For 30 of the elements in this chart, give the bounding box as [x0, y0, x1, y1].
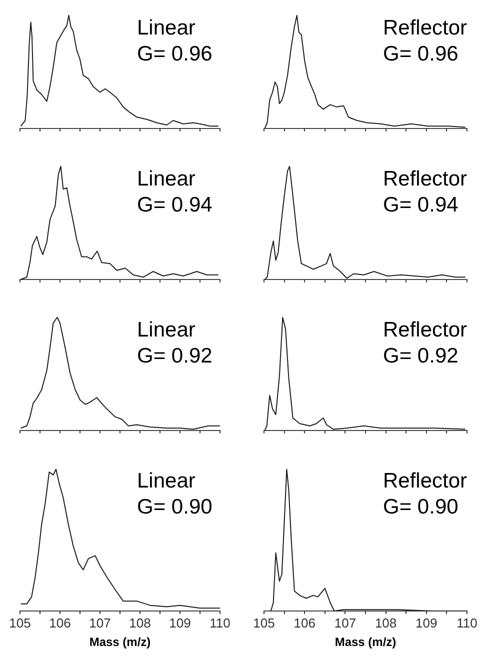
annotation: Reflector: [383, 16, 468, 40]
annotation: G= 0.90: [383, 495, 458, 518]
annotation: Reflector: [383, 318, 468, 342]
annotation: Linear: [137, 469, 196, 492]
x-tick-label: 110: [456, 615, 478, 630]
annotation: G= 0.96: [383, 42, 458, 66]
x-tick-label: 105: [253, 615, 275, 630]
x-axis-title: Mass (m/z): [89, 635, 151, 650]
annotation: Linear: [137, 318, 196, 342]
x-tick-label: 109: [416, 615, 438, 630]
x-tick-label: 107: [334, 615, 356, 630]
x-tick-label: 109: [169, 615, 191, 630]
annotation: Reflector: [383, 167, 468, 190]
x-tick-label: 105: [9, 615, 31, 630]
x-tick-label: 110: [210, 615, 230, 630]
annotation: G= 0.92: [383, 344, 458, 368]
annotation: Reflector: [383, 469, 468, 492]
annotation: Linear: [137, 167, 196, 190]
annotation: G= 0.90: [137, 495, 212, 518]
annotation: G= 0.94: [137, 193, 213, 216]
x-tick-label: 108: [374, 615, 397, 630]
x-tick-label: 106: [49, 615, 71, 630]
x-axis-title: Mass (m/z): [334, 635, 396, 650]
x-tick-label: 106: [294, 615, 316, 630]
x-tick-label: 108: [129, 615, 151, 630]
annotation: Linear: [137, 16, 196, 40]
annotation: G= 0.94: [383, 193, 459, 216]
annotation: G= 0.96: [137, 42, 212, 66]
annotation: G= 0.92: [137, 344, 212, 368]
x-tick-label: 107: [89, 615, 111, 630]
